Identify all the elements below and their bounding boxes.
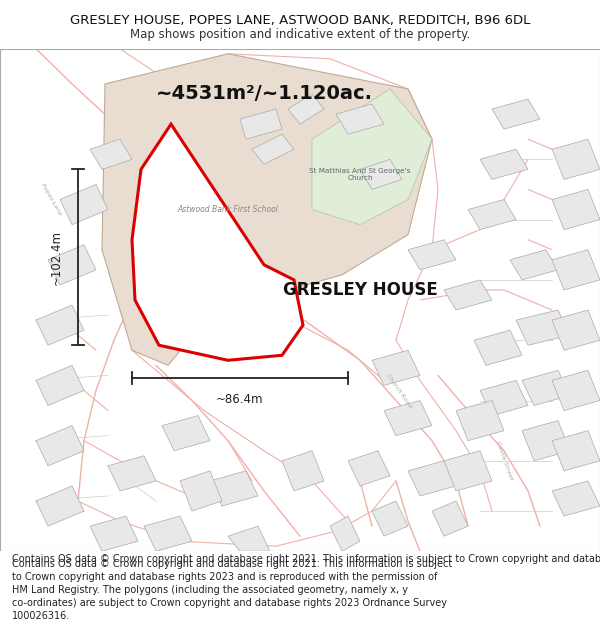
Polygon shape (432, 501, 468, 536)
Polygon shape (552, 310, 600, 350)
Polygon shape (108, 456, 156, 491)
Polygon shape (144, 516, 192, 551)
Polygon shape (60, 184, 108, 224)
Text: Castle Street: Castle Street (494, 441, 514, 481)
Polygon shape (330, 516, 360, 551)
Text: ~4531m²/~1.120ac.: ~4531m²/~1.120ac. (156, 84, 373, 104)
Polygon shape (360, 159, 402, 189)
Text: 100026316.: 100026316. (12, 611, 70, 621)
Text: Contains OS data © Crown copyright and database right 2021. This information is : Contains OS data © Crown copyright and d… (12, 554, 600, 564)
Polygon shape (36, 426, 84, 466)
Polygon shape (468, 199, 516, 229)
Polygon shape (408, 240, 456, 270)
Polygon shape (522, 371, 570, 406)
Polygon shape (480, 381, 528, 416)
Polygon shape (552, 431, 600, 471)
Polygon shape (48, 245, 96, 285)
Polygon shape (312, 89, 432, 224)
Polygon shape (444, 280, 492, 310)
Text: Contains OS data © Crown copyright and database right 2021. This information is : Contains OS data © Crown copyright and d… (12, 559, 452, 569)
Polygon shape (36, 366, 84, 406)
Polygon shape (90, 516, 138, 551)
Polygon shape (36, 305, 84, 345)
Polygon shape (384, 401, 432, 436)
Polygon shape (480, 149, 528, 179)
Polygon shape (162, 416, 210, 451)
Polygon shape (228, 526, 270, 551)
Text: Astwood Bank First School: Astwood Bank First School (178, 205, 278, 214)
Text: Map shows position and indicative extent of the property.: Map shows position and indicative extent… (130, 28, 470, 41)
Polygon shape (282, 451, 324, 491)
Polygon shape (132, 124, 303, 360)
Text: HM Land Registry. The polygons (including the associated geometry, namely x, y: HM Land Registry. The polygons (includin… (12, 585, 408, 595)
Polygon shape (552, 481, 600, 516)
Polygon shape (336, 104, 384, 134)
Polygon shape (510, 250, 558, 280)
Polygon shape (90, 139, 132, 169)
Polygon shape (516, 310, 570, 345)
Polygon shape (456, 401, 504, 441)
Polygon shape (372, 350, 420, 386)
Text: St Matthias And St George's
Church: St Matthias And St George's Church (309, 168, 411, 181)
Text: GRESLEY HOUSE, POPES LANE, ASTWOOD BANK, REDDITCH, B96 6DL: GRESLEY HOUSE, POPES LANE, ASTWOOD BANK,… (70, 14, 530, 27)
Polygon shape (522, 421, 570, 461)
Polygon shape (552, 250, 600, 290)
Text: ~86.4m: ~86.4m (216, 393, 264, 406)
Text: GRESLEY HOUSE: GRESLEY HOUSE (283, 281, 437, 299)
Polygon shape (474, 330, 522, 366)
Polygon shape (492, 99, 540, 129)
Polygon shape (444, 451, 492, 491)
Text: Popes Lane: Popes Lane (40, 182, 62, 216)
Polygon shape (552, 139, 600, 179)
Polygon shape (210, 471, 258, 506)
Polygon shape (240, 109, 282, 139)
Polygon shape (36, 486, 84, 526)
Polygon shape (552, 189, 600, 229)
Polygon shape (372, 501, 408, 536)
Polygon shape (102, 54, 432, 366)
Polygon shape (348, 451, 390, 486)
Polygon shape (180, 471, 222, 511)
Polygon shape (408, 461, 456, 496)
Polygon shape (252, 134, 294, 164)
Polygon shape (288, 94, 324, 124)
Text: to Crown copyright and database rights 2023 and is reproduced with the permissio: to Crown copyright and database rights 2… (12, 572, 437, 582)
Polygon shape (552, 371, 600, 411)
Text: co-ordinates) are subject to Crown copyright and database rights 2023 Ordnance S: co-ordinates) are subject to Crown copyr… (12, 598, 447, 608)
Text: ~102.4m: ~102.4m (50, 230, 63, 285)
Text: Church Road: Church Road (385, 372, 413, 409)
